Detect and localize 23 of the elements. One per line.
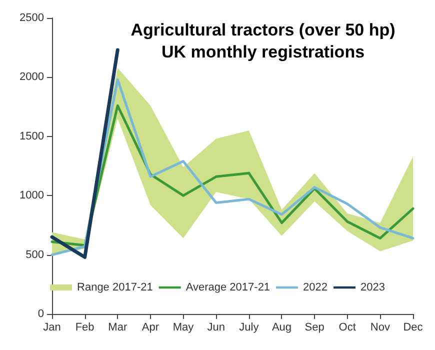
text: Agricultural tractors (over 50 hp) UK monthly registrations (130, 20, 396, 62)
x-tick-label: Nov (370, 322, 390, 334)
y-tick-label: 500 (26, 248, 44, 261)
legend-label: 2023 (360, 282, 386, 294)
legend-label: Range 2017-21 (77, 282, 153, 294)
y-tick-label: 2000 (20, 71, 44, 84)
y-tick-label: 0 (38, 308, 44, 320)
x-tick-label: Dec (403, 322, 424, 334)
y-tick-label: 1500 (20, 130, 44, 142)
y-tick-label: 1000 (20, 190, 44, 202)
x-tick-label: May (172, 322, 194, 334)
legend-label: Average 2017-21 (186, 282, 270, 294)
x-tick-label: Apr (142, 322, 160, 334)
x-tick-label: Mar (108, 322, 128, 334)
legend-label: 2022 (303, 282, 328, 294)
x-tick-label: Sep (304, 322, 324, 334)
x-tick-label: Aug (272, 322, 292, 334)
x-tick-label: July (239, 322, 260, 334)
x-tick-label: Oct (338, 322, 356, 334)
x-tick-label: Feb (75, 322, 94, 334)
x-tick-label: Jun (207, 322, 225, 334)
x-tick-label: Jan (43, 322, 61, 334)
y-tick-label: 2500 (20, 12, 44, 24)
